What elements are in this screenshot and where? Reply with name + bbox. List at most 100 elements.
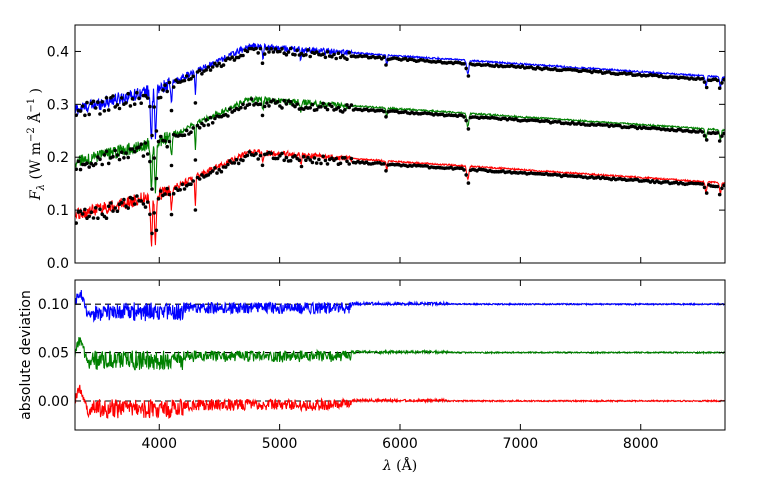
observed-point xyxy=(334,56,339,61)
observed-point xyxy=(256,157,261,161)
observed-point xyxy=(241,102,245,107)
observed-point xyxy=(347,105,352,110)
observed-point xyxy=(215,171,219,175)
observed-point xyxy=(106,161,111,166)
observed-point xyxy=(330,104,334,109)
observed-point xyxy=(139,199,143,203)
y-tick-label: 0.4 xyxy=(47,44,69,60)
observed-point xyxy=(258,153,263,158)
x-tick-label: 4000 xyxy=(141,436,177,452)
y-tick-label: 0.2 xyxy=(47,150,69,166)
spectrum-line xyxy=(75,95,725,194)
observed-point xyxy=(165,89,169,94)
observed-point xyxy=(288,158,293,163)
observed-point xyxy=(150,187,154,191)
observed-point xyxy=(282,158,287,163)
observed-point xyxy=(715,131,720,135)
observed-point xyxy=(702,80,707,84)
observed-point xyxy=(87,165,91,169)
observed-point xyxy=(100,162,104,167)
observed-point xyxy=(304,53,308,57)
observed-point xyxy=(254,46,258,51)
observed-point xyxy=(293,53,297,57)
observed-point xyxy=(178,188,182,192)
residual-series-group xyxy=(75,289,725,419)
observed-point xyxy=(462,62,466,66)
observed-point xyxy=(308,158,313,162)
observed-point xyxy=(722,183,725,188)
observed-point xyxy=(100,212,104,216)
observed-point xyxy=(163,192,167,196)
spectrum-line xyxy=(75,42,725,140)
observed-point xyxy=(167,192,172,197)
observed-point xyxy=(200,72,204,76)
observed-point xyxy=(204,118,208,122)
observed-point xyxy=(163,139,167,143)
observed-point xyxy=(239,105,243,110)
observed-point xyxy=(304,158,308,162)
observed-point xyxy=(258,102,263,106)
observed-point xyxy=(132,102,137,106)
observed-point xyxy=(349,156,354,161)
observed-point xyxy=(171,85,176,89)
observed-point xyxy=(345,57,349,61)
observed-point xyxy=(260,61,265,65)
observed-point xyxy=(462,115,466,119)
observed-point xyxy=(124,101,128,105)
observed-point xyxy=(145,200,150,204)
observed-point xyxy=(135,90,139,95)
observed-point xyxy=(158,95,163,100)
observed-point xyxy=(167,139,172,144)
observed-point xyxy=(241,53,245,58)
observed-point xyxy=(382,55,386,59)
observed-point xyxy=(310,102,315,107)
observed-point xyxy=(234,157,239,162)
observed-point xyxy=(130,97,135,101)
observed-point xyxy=(87,112,91,117)
observed-point xyxy=(171,191,176,196)
observed-point xyxy=(462,168,466,172)
observed-point xyxy=(720,81,724,85)
observed-point xyxy=(115,103,120,107)
observed-point xyxy=(145,96,150,100)
observed-point xyxy=(182,78,187,83)
observed-point xyxy=(210,121,215,125)
observed-point xyxy=(169,108,174,113)
top-y-axis-label: Fλ (W m−2 Å−1 ) xyxy=(26,88,47,201)
observed-point xyxy=(306,48,310,52)
observed-point xyxy=(119,150,124,154)
top-axis-ticks: 0.0 0.1 0.2 0.3 0.4 xyxy=(47,25,725,272)
observed-point xyxy=(466,74,471,78)
observed-point xyxy=(93,162,98,166)
observed-point xyxy=(106,204,111,209)
observed-point xyxy=(262,104,267,109)
observed-point xyxy=(715,184,720,189)
observed-point xyxy=(245,153,250,158)
x-tick-label: 5000 xyxy=(262,436,298,452)
observed-point xyxy=(228,107,232,111)
observed-point xyxy=(165,186,169,191)
observed-point xyxy=(96,100,100,104)
observed-point xyxy=(704,138,709,142)
observed-point xyxy=(143,93,148,98)
observed-point xyxy=(288,100,293,104)
observed-point xyxy=(76,159,81,164)
observed-point xyxy=(293,154,297,158)
observed-point xyxy=(195,123,200,128)
observed-point xyxy=(336,105,341,110)
observed-point xyxy=(148,104,152,109)
observed-point xyxy=(122,197,126,202)
observed-point xyxy=(256,51,261,55)
observed-point xyxy=(269,47,274,51)
observed-point xyxy=(347,162,352,166)
observed-point xyxy=(232,58,237,62)
observed-point xyxy=(314,50,319,54)
observed-point xyxy=(308,54,313,59)
observed-point xyxy=(384,169,388,173)
observed-point xyxy=(284,155,289,160)
observed-point xyxy=(247,102,252,107)
observed-point xyxy=(132,149,137,154)
observed-point xyxy=(338,161,343,166)
observed-point xyxy=(122,156,126,160)
observed-point xyxy=(210,65,215,69)
